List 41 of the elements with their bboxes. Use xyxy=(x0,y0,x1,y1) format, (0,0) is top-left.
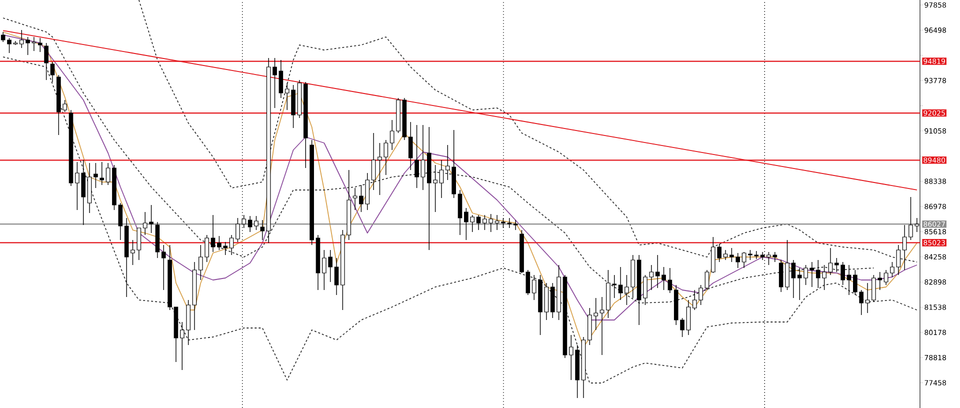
candlestick xyxy=(420,124,426,190)
candlestick xyxy=(668,268,672,294)
candlestick xyxy=(278,60,284,98)
candlestick xyxy=(884,270,888,286)
candlestick xyxy=(686,300,691,336)
candlestick xyxy=(229,234,234,256)
candlestick xyxy=(439,160,444,198)
candlestick xyxy=(723,250,728,260)
candlestick xyxy=(865,282,870,314)
candlestick xyxy=(828,248,833,276)
candlestick xyxy=(334,258,339,296)
candlestick xyxy=(600,296,604,356)
candlestick xyxy=(742,252,746,268)
candlestick xyxy=(38,38,42,52)
candlestick xyxy=(100,162,104,186)
candlestick xyxy=(94,162,98,188)
candlestick xyxy=(458,190,462,236)
candlestick xyxy=(846,264,852,296)
candlestick xyxy=(618,266,623,300)
line-series xyxy=(2,56,918,384)
candlestick xyxy=(136,228,142,260)
candlestick xyxy=(260,220,265,240)
candlestick xyxy=(902,224,907,270)
candlestick xyxy=(476,214,481,230)
candlestick xyxy=(32,36,36,52)
candlestick xyxy=(408,122,413,170)
candlestick xyxy=(513,220,518,230)
candlestick xyxy=(810,262,814,288)
candlestick xyxy=(50,62,55,82)
candlestick xyxy=(352,188,358,210)
candlestick xyxy=(371,132,376,190)
line-series xyxy=(2,18,874,304)
candlestick xyxy=(414,124,419,188)
line-series xyxy=(138,0,918,262)
candlestick xyxy=(44,42,48,80)
candlestick xyxy=(210,214,216,252)
candlestick xyxy=(791,260,796,298)
candlestick xyxy=(106,162,110,186)
candlestick xyxy=(161,244,166,290)
candlestick xyxy=(494,214,500,230)
candlestick xyxy=(704,270,710,290)
